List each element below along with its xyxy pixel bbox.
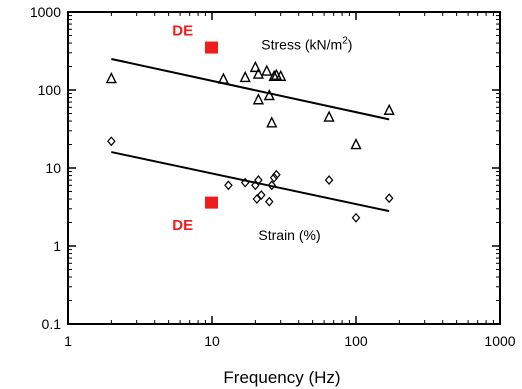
fit-lines	[111, 57, 390, 213]
stress-point	[239, 70, 251, 83]
stress-point	[252, 67, 265, 79]
y-tick-label: 0.1	[42, 316, 62, 332]
y-tick-label: 10	[45, 160, 61, 176]
fit-line	[111, 151, 390, 213]
x-tick-label: 10	[204, 333, 220, 349]
fit-line	[111, 57, 390, 121]
annotations: Stress (kN/m2) Strain (%) DE DE	[172, 22, 352, 242]
plot-frame	[67, 11, 501, 325]
de-point	[205, 41, 218, 54]
strain-point	[384, 193, 394, 204]
strain-point	[252, 194, 262, 204]
x-tick-label: 1000	[484, 333, 515, 349]
series-label: Stress (kN/m2)	[261, 36, 352, 53]
y-tick-label: 1000	[30, 4, 61, 20]
x-tick-label: 100	[344, 333, 368, 349]
stress-point	[249, 60, 261, 73]
stress-point	[261, 64, 273, 76]
stress-point	[266, 116, 278, 128]
stress-point	[268, 69, 280, 81]
strain-point	[269, 172, 279, 183]
strain-point	[324, 175, 334, 185]
stress-point	[383, 103, 395, 115]
strain-point	[254, 175, 263, 185]
de-label: DE	[172, 217, 193, 234]
strain-point	[257, 190, 266, 200]
strain-point	[107, 136, 116, 147]
y-tick-label: 100	[38, 82, 62, 98]
x-tick-label: 1	[64, 333, 72, 349]
stress-point	[263, 88, 275, 101]
data-points	[105, 41, 395, 223]
de-label: DE	[172, 22, 193, 39]
strain-point	[240, 177, 250, 188]
de-point	[205, 196, 218, 209]
plot-border	[67, 11, 501, 325]
stress-point	[252, 93, 265, 105]
stress-point	[323, 110, 335, 122]
strain-point	[265, 196, 274, 207]
strain-point	[267, 180, 277, 191]
strain-point	[351, 212, 361, 223]
x-axis-title: Frequency (Hz)	[223, 368, 340, 387]
series-label: Strain (%)	[258, 227, 320, 243]
stress-point	[350, 137, 362, 150]
strain-point	[272, 169, 281, 180]
y-tick-label: 1	[53, 238, 61, 254]
stress-point	[105, 72, 117, 84]
stress-point	[217, 72, 230, 84]
stress-point	[275, 69, 287, 81]
strain-point	[224, 180, 233, 191]
